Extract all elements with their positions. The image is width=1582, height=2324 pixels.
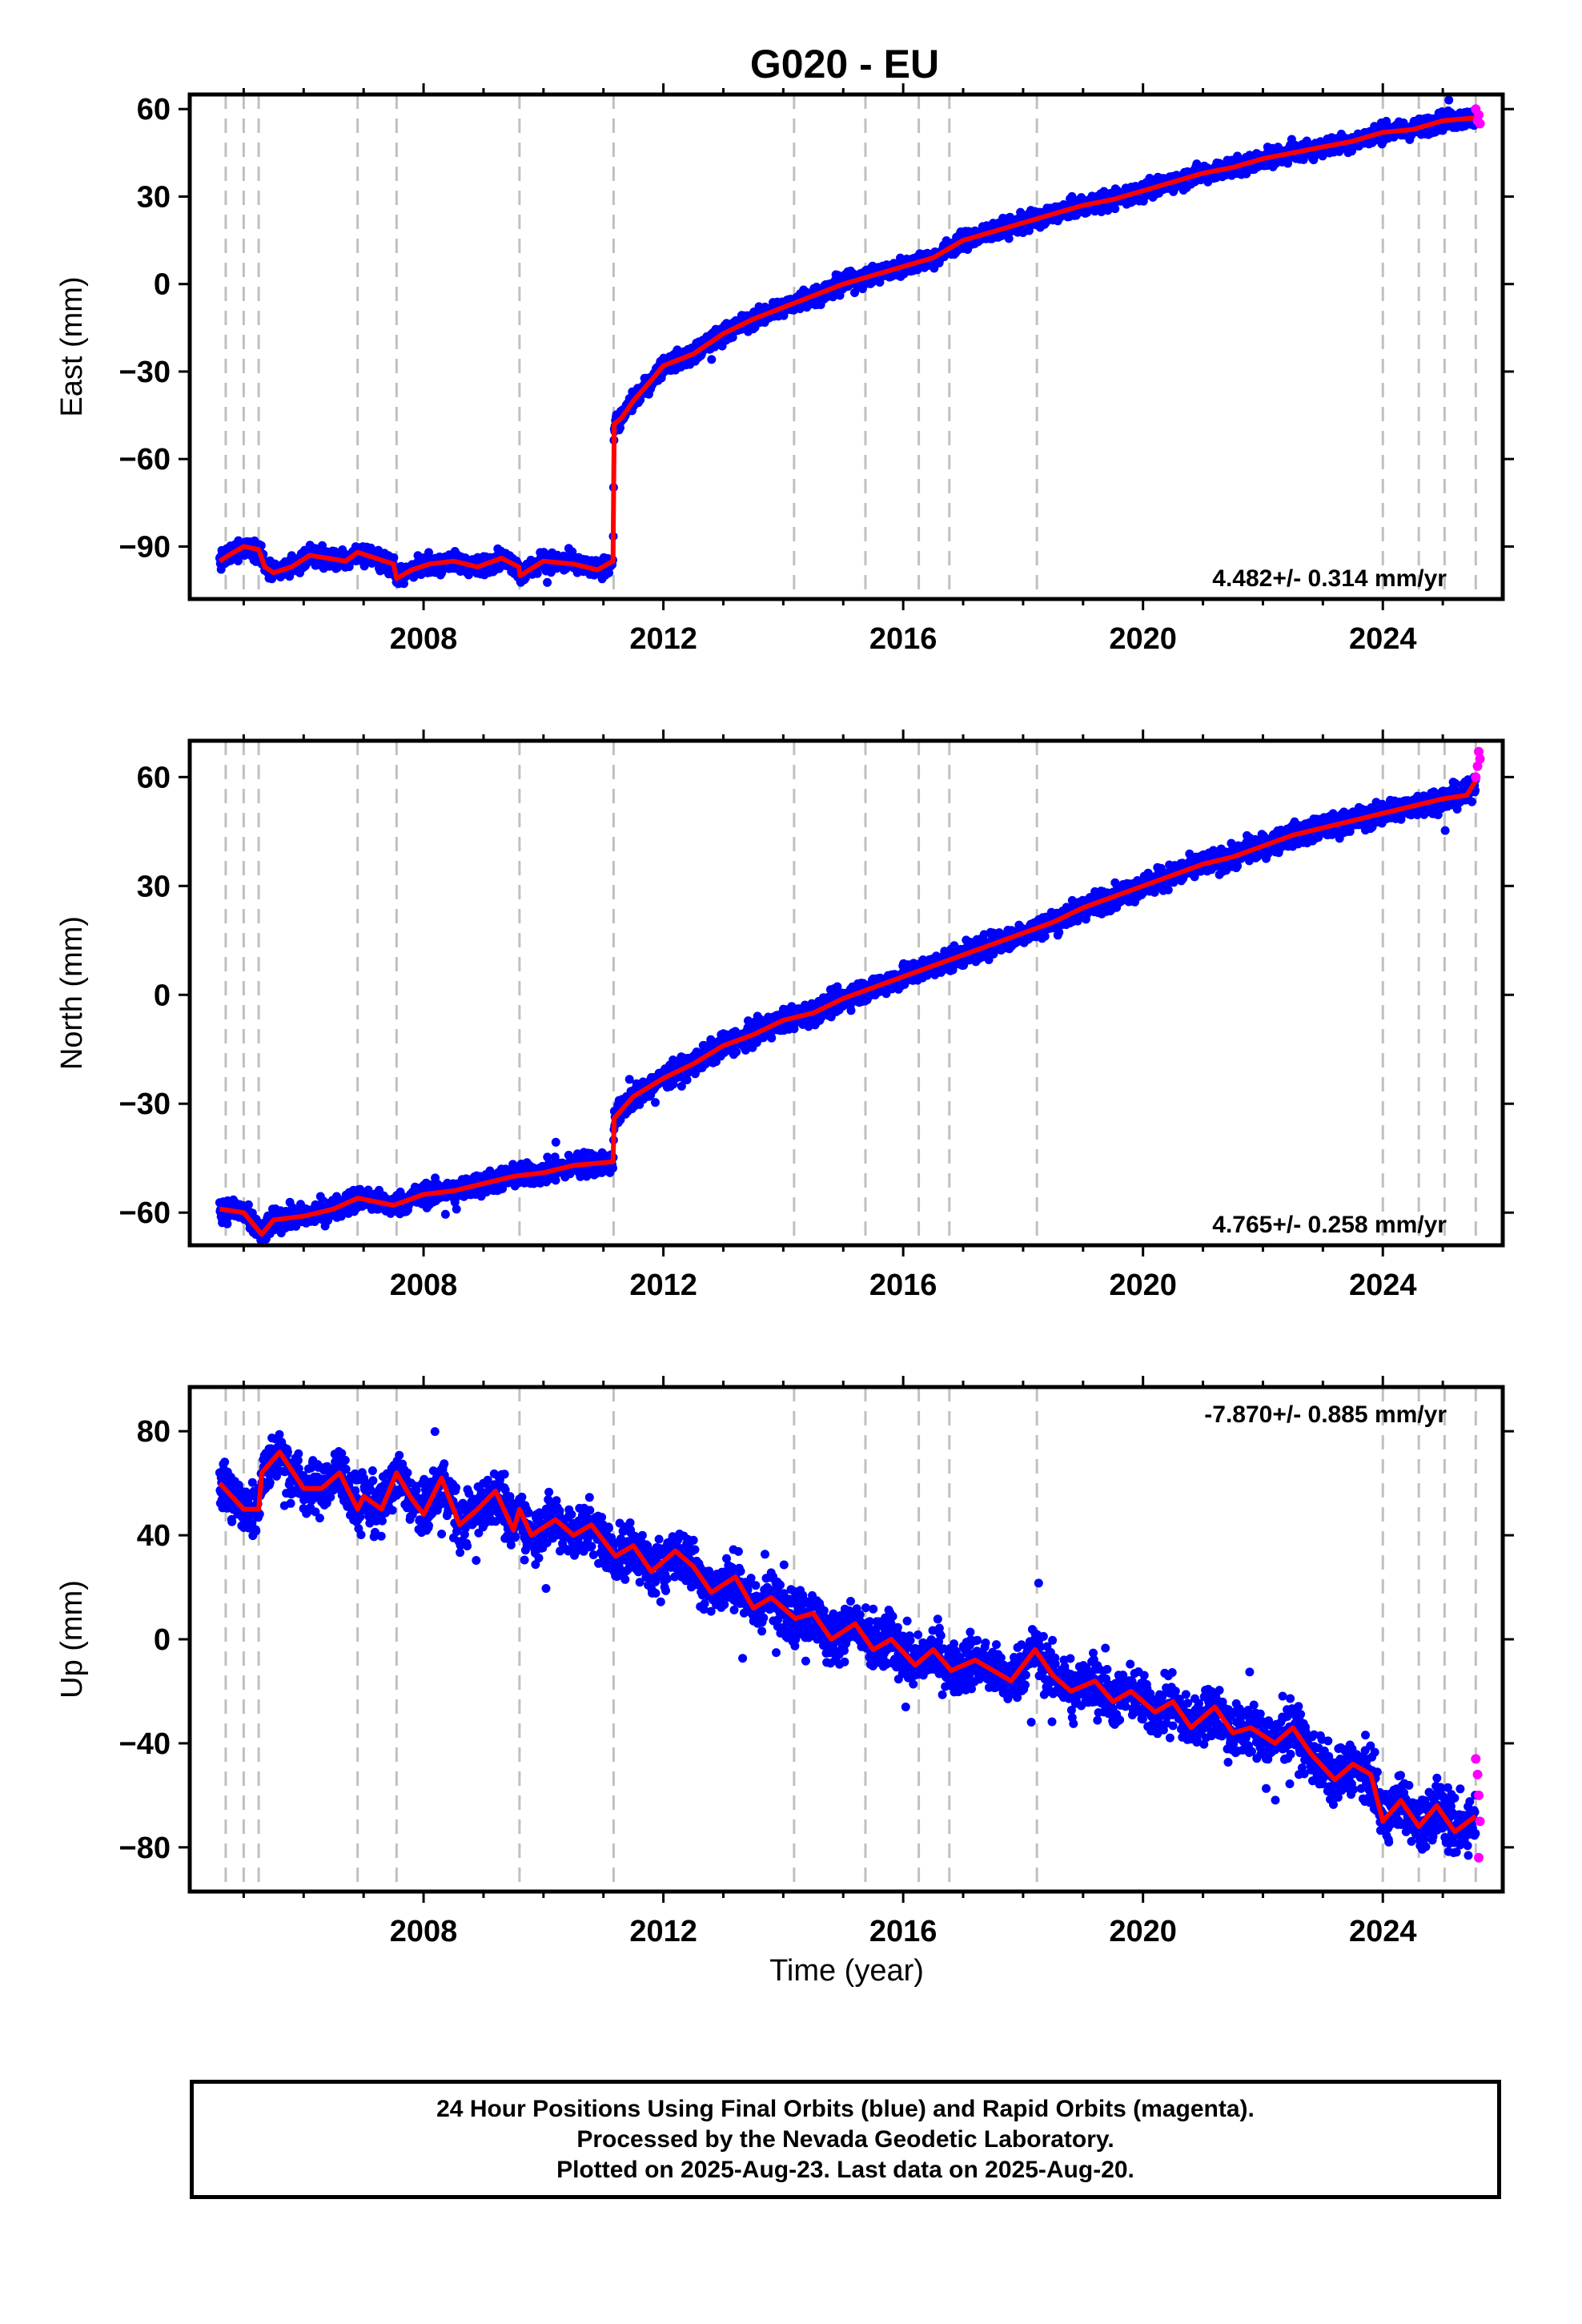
final-orbit-outliers — [245, 95, 1454, 587]
rapid-orbit-point — [1474, 110, 1484, 120]
x-tick-label: 2008 — [390, 1915, 458, 1948]
y-tick-label: −60 — [119, 443, 171, 476]
x-tick-label: 2024 — [1349, 622, 1417, 656]
x-tick-label: 2024 — [1349, 1915, 1417, 1948]
rate-annotation: 4.482+/- 0.314 mm/yr — [1212, 565, 1447, 592]
panels: 60 30 0 −30 −60 −90 2008 2012 2016 2020 2024 East (… — [55, 83, 1514, 1948]
model-line — [219, 779, 1478, 1237]
y-tick-label: 60 — [137, 93, 171, 127]
rapid-orbit-point — [1475, 754, 1485, 764]
y-tick-label: −90 — [119, 530, 171, 564]
rapid-orbit-point — [1471, 1754, 1481, 1764]
y-tick-label: 80 — [137, 1415, 171, 1449]
caption-box: 24 Hour Positions Using Final Orbits (bl… — [190, 2080, 1501, 2199]
x-axis-label: Time (year) — [769, 1954, 924, 1988]
y-tick-label: 0 — [154, 979, 171, 1012]
rate-annotation: 4.765+/- 0.258 mm/yr — [1212, 1212, 1447, 1238]
x-tick-label: 2016 — [869, 1269, 938, 1302]
x-tick-label: 2020 — [1109, 622, 1177, 656]
y-axis-label: Up (mm) — [55, 1580, 89, 1699]
model-line — [218, 1449, 1478, 1835]
rapid-orbit-point — [1474, 1790, 1484, 1800]
x-tick-label: 2020 — [1109, 1915, 1177, 1948]
rapid-orbit-point — [1474, 1852, 1484, 1863]
rapid-orbit-point — [1471, 772, 1481, 782]
y-tick-label: −30 — [119, 1088, 171, 1121]
final-orbit-dots — [215, 106, 1480, 589]
x-tick-label: 2012 — [629, 622, 697, 656]
y-tick-label: 40 — [137, 1519, 171, 1553]
caption-line-2: Processed by the Nevada Geodetic Laborat… — [576, 2125, 1114, 2153]
rapid-orbit-point — [1475, 119, 1485, 129]
y-tick-label: 0 — [154, 1623, 171, 1657]
y-axis-label: North (mm) — [55, 916, 89, 1070]
panel-3: 80 40 0 −40 −80 2008 2012 2016 2020 2024 Up (mm) -7… — [55, 1376, 1514, 1948]
rate-annotation: -7.870+/- 0.885 mm/yr — [1204, 1401, 1447, 1428]
x-tick-label: 2020 — [1109, 1269, 1177, 1302]
y-tick-label: 0 — [154, 268, 171, 302]
final-orbit-dots — [215, 1429, 1480, 1860]
y-tick-label: −40 — [119, 1727, 171, 1761]
x-tick-label: 2012 — [629, 1269, 697, 1302]
rapid-orbit-point — [1472, 761, 1483, 771]
y-axis-label: East (mm) — [55, 276, 89, 416]
y-tick-label: 30 — [137, 870, 171, 903]
y-tick-label: 60 — [137, 761, 171, 794]
y-tick-label: −80 — [119, 1831, 171, 1865]
panel-2: 60 30 0 −30 −60 2008 2012 2016 2020 2024 North (mm… — [55, 730, 1514, 1302]
panel-frame — [187, 92, 1505, 601]
final-orbit-points — [215, 95, 1480, 589]
model-line — [218, 115, 1476, 581]
y-tick-label: −30 — [119, 356, 171, 389]
x-tick-label: 2024 — [1349, 1269, 1417, 1302]
y-tick-label: −60 — [119, 1196, 171, 1230]
x-tick-label: 2008 — [390, 622, 458, 656]
x-tick-label: 2016 — [869, 1915, 938, 1948]
rapid-orbit-point — [1472, 1769, 1483, 1779]
x-tick-label: 2008 — [390, 1269, 458, 1302]
y-tick-label: 30 — [137, 180, 171, 214]
chart-title: G020 - EU — [750, 42, 939, 86]
caption-line-1: 24 Hour Positions Using Final Orbits (bl… — [436, 2095, 1255, 2122]
final-orbit-outliers — [279, 1427, 1465, 1854]
rapid-orbit-point — [1475, 1816, 1485, 1827]
x-tick-label: 2012 — [629, 1915, 697, 1948]
panel-frame — [187, 738, 1505, 1248]
final-orbit-outliers — [231, 801, 1450, 1233]
caption-line-3: Plotted on 2025-Aug-23. Last data on 202… — [556, 2156, 1134, 2183]
panel-1: 60 30 0 −30 −60 −90 2008 2012 2016 2020 2024 East (… — [55, 83, 1514, 656]
rapid-orbit-point — [1474, 746, 1484, 757]
final-orbit-dots — [215, 772, 1480, 1244]
final-orbit-points — [215, 772, 1480, 1244]
x-tick-label: 2016 — [869, 622, 938, 656]
